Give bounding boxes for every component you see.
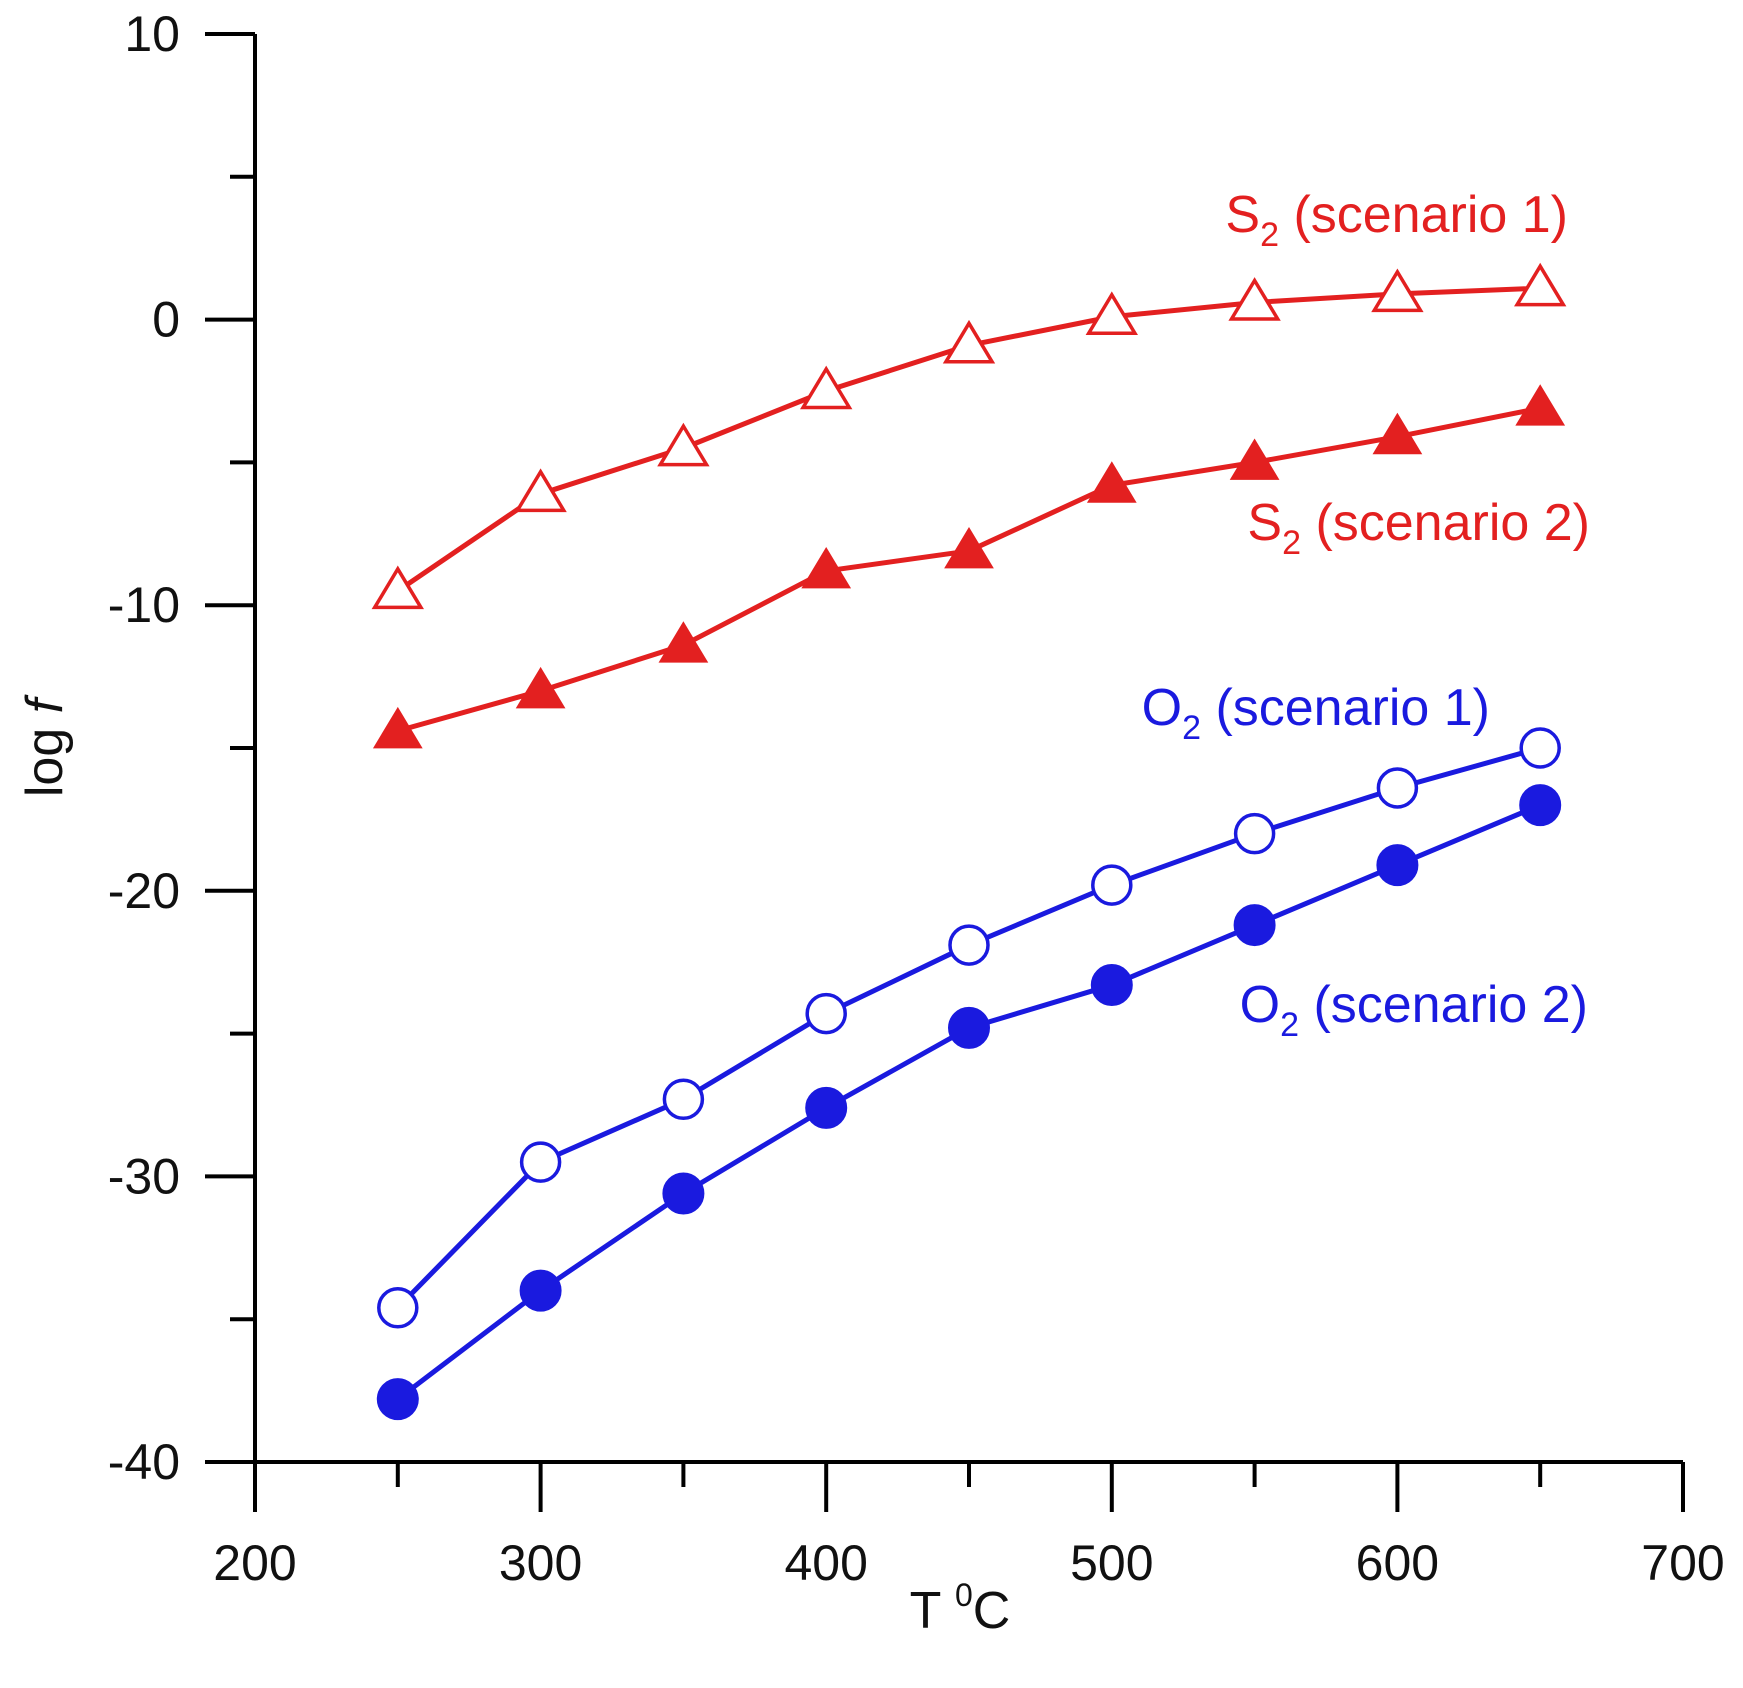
series-line-o2-scenario-2 bbox=[396, 802, 1542, 1402]
y-tick-label: 10 bbox=[124, 6, 180, 62]
data-point-s2-scenario-2 bbox=[372, 706, 423, 749]
data-point-s2-scenario-1 bbox=[1228, 277, 1281, 321]
data-point-s2-scenario-2 bbox=[1086, 461, 1137, 503]
data-point-o2-scenario-1 bbox=[662, 1078, 705, 1121]
data-point-s2-scenario-1 bbox=[800, 365, 853, 410]
series-lines bbox=[396, 285, 1542, 1402]
data-point-o2-scenario-2 bbox=[1376, 844, 1419, 887]
data-point-o2-scenario-2 bbox=[662, 1172, 705, 1215]
data-point-o2-scenario-1 bbox=[519, 1141, 562, 1183]
x-axis-title: T 0C bbox=[910, 1577, 1011, 1640]
x-axis-title-unit: C bbox=[973, 1582, 1011, 1640]
data-point-o2-scenario-2 bbox=[805, 1086, 848, 1129]
series-label-s2-scenario-1: S2 (scenario 1) bbox=[1225, 186, 1568, 254]
data-point-o2-scenario-2 bbox=[948, 1006, 990, 1049]
x-tick-label: 500 bbox=[1070, 1535, 1153, 1591]
y-tick-label: 0 bbox=[152, 292, 180, 348]
series-label-o2-scenario-1: O2 (scenario 1) bbox=[1142, 679, 1490, 747]
data-point-o2-scenario-2 bbox=[376, 1378, 419, 1421]
data-point-o2-scenario-1 bbox=[948, 924, 990, 966]
data-point-s2-scenario-1 bbox=[1514, 262, 1567, 307]
y-tick-label: -10 bbox=[108, 577, 180, 633]
data-point-o2-scenario-1 bbox=[1376, 767, 1419, 809]
ticks: 10 0 -10 -20 -30 -40 200 300 400 500 600 700 bbox=[108, 6, 1725, 1591]
data-point-s2-scenario-2 bbox=[1372, 412, 1423, 455]
data-point-s2-scenario-2 bbox=[1515, 384, 1566, 426]
data-point-s2-scenario-1 bbox=[942, 319, 996, 364]
x-tick-label: 600 bbox=[1356, 1535, 1439, 1591]
y-axis-title-italic: f bbox=[16, 694, 74, 713]
data-point-s2-scenario-2 bbox=[944, 526, 994, 569]
data-point-s2-scenario-2 bbox=[658, 621, 709, 663]
data-point-o2-scenario-2 bbox=[519, 1269, 562, 1312]
data-point-o2-scenario-1 bbox=[377, 1287, 419, 1329]
data-point-s2-scenario-2 bbox=[801, 546, 852, 589]
y-tick-label: -30 bbox=[108, 1148, 180, 1204]
data-point-s2-scenario-1 bbox=[514, 468, 567, 513]
x-axis-title-superscript: 0 bbox=[955, 1577, 973, 1613]
data-point-s2-scenario-1 bbox=[1085, 291, 1138, 335]
data-point-o2-scenario-1 bbox=[805, 992, 847, 1035]
y-tick-label: -40 bbox=[108, 1434, 180, 1490]
axes bbox=[205, 34, 1683, 1464]
data-point-s2-scenario-1 bbox=[1371, 268, 1424, 313]
data-point-o2-scenario-2 bbox=[1233, 904, 1276, 947]
y-tick-label: -20 bbox=[108, 863, 180, 919]
x-tick-label: 700 bbox=[1641, 1535, 1724, 1591]
data-point-s2-scenario-1 bbox=[371, 565, 424, 610]
data-point-s2-scenario-2 bbox=[515, 666, 566, 709]
x-tick-label: 400 bbox=[784, 1535, 867, 1591]
data-point-o2-scenario-2 bbox=[1090, 964, 1133, 1007]
data-point-o2-scenario-1 bbox=[1091, 864, 1133, 906]
series-label-s2-scenario-2: S2 (scenario 2) bbox=[1247, 494, 1590, 562]
x-axis-title-main: T bbox=[910, 1582, 955, 1640]
data-point-s2-scenario-2 bbox=[1229, 438, 1280, 480]
y-axis-title: log f bbox=[16, 694, 74, 797]
series-markers bbox=[371, 262, 1567, 1421]
series-label-o2-scenario-2: O2 (scenario 2) bbox=[1240, 976, 1588, 1044]
x-tick-label: 200 bbox=[213, 1535, 296, 1591]
data-point-o2-scenario-1 bbox=[1233, 812, 1276, 855]
y-axis-title-main: log bbox=[16, 713, 74, 797]
data-point-o2-scenario-1 bbox=[1519, 727, 1561, 769]
data-point-o2-scenario-2 bbox=[1519, 784, 1562, 827]
data-point-s2-scenario-1 bbox=[657, 422, 710, 467]
x-tick-label: 300 bbox=[499, 1535, 582, 1591]
